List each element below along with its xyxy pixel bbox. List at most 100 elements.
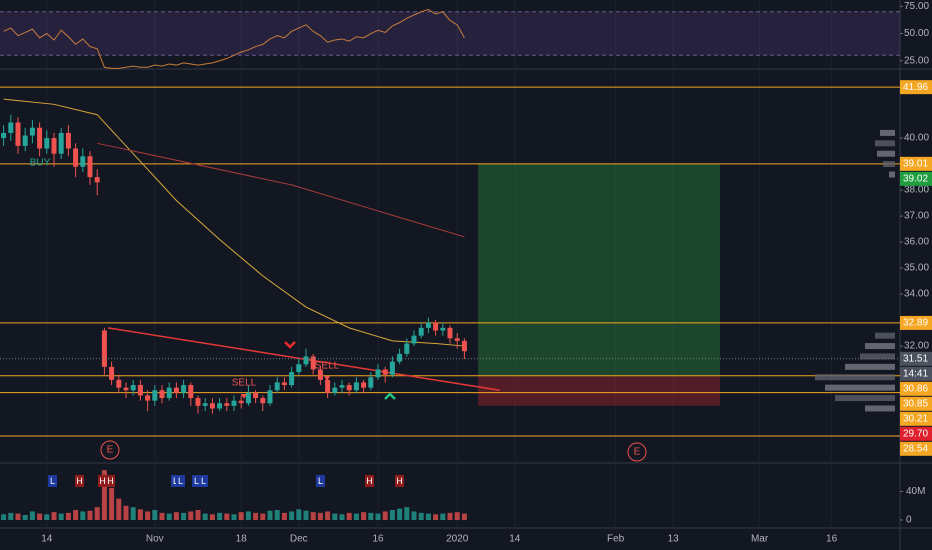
price-timer-box <box>900 366 932 381</box>
signal-label: SELL <box>315 361 340 372</box>
y-tick-label: 40.00 <box>904 133 929 144</box>
volume-bar <box>58 513 64 520</box>
flag-box <box>75 475 84 487</box>
price-tag-label: 28.54 <box>903 443 928 454</box>
volume-bar <box>87 510 93 520</box>
signal-arrow <box>241 394 247 399</box>
candle-body <box>37 127 43 149</box>
candle-body <box>80 156 86 167</box>
candle-body <box>389 361 395 375</box>
x-tick-label: 16 <box>826 534 838 545</box>
candle-body <box>173 387 179 393</box>
volume-profile-bar <box>889 171 895 178</box>
flag-label: L <box>50 476 55 486</box>
volume-bar <box>310 512 316 520</box>
volume-bar <box>454 512 460 520</box>
candle-body <box>58 132 64 154</box>
candle-body <box>8 122 14 133</box>
candle-body <box>289 372 295 386</box>
rsi-line <box>3 9 465 69</box>
volume-bar <box>389 510 395 520</box>
flag-label: H <box>396 476 403 486</box>
volume-bar <box>267 510 273 520</box>
volume-bar <box>173 512 179 520</box>
volume-bar <box>245 511 251 520</box>
volume-bar <box>224 513 230 520</box>
y-tick-label: 25.00 <box>904 55 929 66</box>
signal-label: BUY <box>30 158 51 169</box>
x-tick-label: 13 <box>668 534 680 545</box>
volume-bar <box>202 513 208 520</box>
candle-body <box>461 340 467 352</box>
flag-box <box>48 475 57 487</box>
candle-body <box>425 322 431 328</box>
price-tag <box>900 171 932 186</box>
volume-bar <box>15 513 21 520</box>
volume-profile-bar <box>835 395 895 402</box>
price-tag-label: 30.85 <box>903 398 928 409</box>
x-tick-label: 2020 <box>446 534 469 545</box>
volume-bar <box>29 511 35 520</box>
candle-body <box>253 392 259 399</box>
rsi-band <box>0 11 900 56</box>
candle-body <box>94 177 100 183</box>
y-tick-label: 38.00 <box>904 185 929 196</box>
candle-body <box>317 369 323 380</box>
volume-bar <box>195 510 201 520</box>
candle-body <box>181 385 187 393</box>
y-tick-label: 75.00 <box>904 1 929 12</box>
candle-body <box>109 366 115 380</box>
volume-bar <box>109 487 115 520</box>
volume-bar <box>361 512 367 520</box>
flag-box <box>192 475 201 487</box>
candle-body <box>130 385 136 391</box>
buy-chevron <box>384 392 396 400</box>
candle-body <box>44 138 50 149</box>
candle-body <box>209 403 215 409</box>
candle-body <box>137 385 143 396</box>
volume-bar <box>130 507 136 520</box>
candle-body <box>447 327 453 339</box>
candle-body <box>454 338 460 341</box>
candle-body <box>411 335 417 344</box>
y-tick-label: 37.00 <box>904 211 929 222</box>
volume-bar <box>51 512 57 520</box>
volume-bar <box>382 511 388 520</box>
price-tag <box>900 411 932 426</box>
volume-bar <box>1 514 7 520</box>
signal-arrow <box>324 376 330 381</box>
y-tick-label: 50.00 <box>904 28 929 39</box>
volume-bar <box>411 511 417 520</box>
volume-bar <box>440 513 446 520</box>
price-tag <box>900 80 932 95</box>
x-tick-label: 18 <box>236 534 248 545</box>
candle-body <box>238 400 244 404</box>
volume-bar <box>325 511 331 520</box>
volume-bar <box>274 510 280 520</box>
position-stop <box>478 375 720 406</box>
candle-body <box>332 387 338 393</box>
candle-body <box>274 382 280 391</box>
x-tick-label: 14 <box>41 534 53 545</box>
price-tag-label: 31.51 <box>903 353 928 364</box>
y-tick-label: 40M <box>906 486 925 497</box>
volume-bar <box>346 512 352 520</box>
candle-body <box>65 132 71 149</box>
volume-bar <box>289 511 295 520</box>
candle-body <box>404 343 410 354</box>
volume-bar <box>152 510 158 520</box>
candle-body <box>123 387 129 391</box>
candle-body <box>440 327 446 331</box>
volume-profile-bar <box>865 405 895 412</box>
volume-bar <box>188 511 194 520</box>
y-tick-label: 0 <box>906 515 912 526</box>
volume-bar <box>425 513 431 520</box>
price-tag-label: 39.02 <box>903 173 928 184</box>
volume-profile-bar <box>880 129 895 136</box>
volume-bar <box>447 512 453 520</box>
candle-body <box>260 398 266 404</box>
candle-body <box>433 322 439 331</box>
flag-box <box>106 475 115 487</box>
candle-body <box>1 132 7 139</box>
candle-body <box>188 385 194 399</box>
